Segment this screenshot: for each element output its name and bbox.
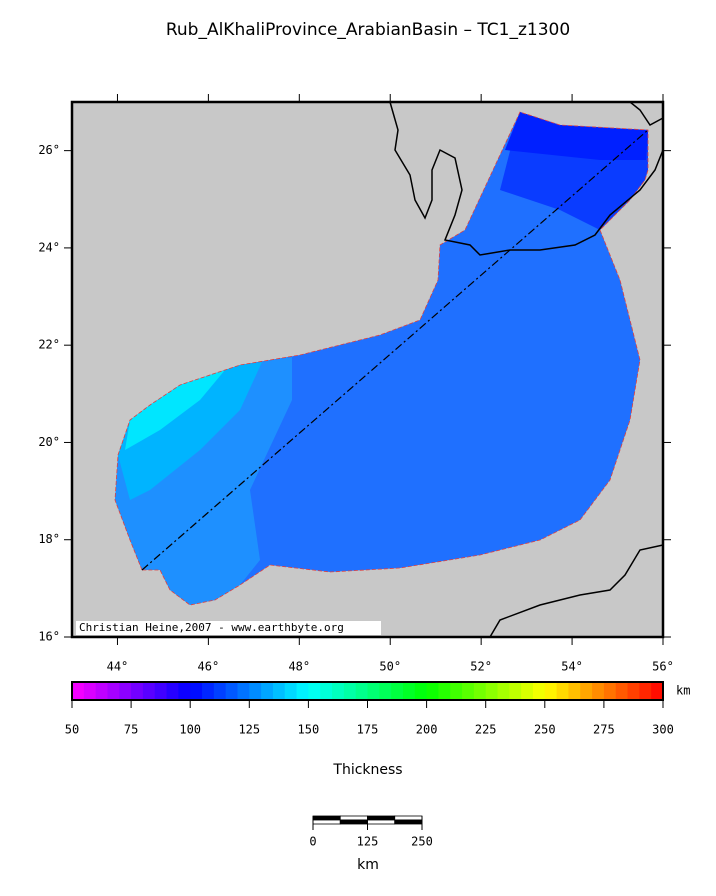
map: Christian Heine,2007 - www.earthbyte.org	[70, 100, 665, 639]
colorbar-cell	[438, 682, 451, 700]
colorbar-cell	[532, 682, 546, 700]
colorbar-cell	[225, 682, 238, 700]
scalebar-segment	[339, 815, 368, 821]
lat-tick-label: 26°	[38, 143, 60, 157]
colorbar-cell	[95, 682, 108, 700]
scalebar-tick-label: 125	[357, 835, 379, 849]
basin-thick-zone	[125, 370, 225, 450]
scalebar-segment	[394, 815, 423, 821]
colorbar-cell	[414, 682, 428, 700]
colorbar-cell	[485, 682, 499, 700]
basin-outline	[114, 111, 649, 606]
colorbar-cell	[592, 682, 605, 700]
lon-tick-label: 46°	[198, 660, 220, 674]
lon-tick-label: 44°	[107, 660, 129, 674]
coastline	[389, 101, 664, 638]
colorbar-cell	[450, 682, 463, 700]
lon-tick-label: 54°	[561, 660, 583, 674]
colorbar-cell	[627, 682, 640, 700]
colorbar-cell	[402, 682, 416, 700]
colorbar-cell	[272, 682, 286, 700]
scalebar-segment	[367, 819, 396, 825]
lat-tick-label: 24°	[38, 240, 60, 254]
colorbar-cell	[154, 682, 168, 700]
colorbar-cell	[473, 682, 487, 700]
scalebar-unit: km	[357, 857, 379, 873]
lon-tick-label: 56°	[652, 660, 674, 674]
credit-box	[76, 621, 381, 635]
colorbar-cell	[580, 682, 593, 700]
lon-tick-label: 48°	[288, 660, 310, 674]
map-frame	[70, 100, 665, 639]
colorbar-cell	[308, 682, 321, 700]
title: Rub_AlKhaliProvince_ArabianBasin – TC1_z…	[166, 20, 570, 40]
colorbar-cell	[213, 682, 227, 700]
colorbar-label: Thickness	[332, 762, 402, 778]
colorbar-tick-label: 225	[475, 723, 497, 737]
colorbar-cell	[249, 682, 262, 700]
colorbar-cell	[355, 682, 368, 700]
colorbar-tick-label: 150	[298, 723, 320, 737]
colorbar-cell	[603, 682, 617, 700]
colorbar-cell	[391, 682, 404, 700]
basin-thin-zone	[505, 112, 648, 160]
colorbar-cell	[426, 682, 439, 700]
colorbar-cell	[556, 682, 569, 700]
lat-tick-label: 16°	[38, 630, 60, 644]
colorbar-cell	[131, 682, 144, 700]
scalebar-segment	[339, 819, 368, 825]
colorbar-cell	[119, 682, 132, 700]
scalebar-tick-label: 250	[411, 835, 433, 849]
colorbar-cell	[332, 682, 345, 700]
colorbar-cell	[615, 682, 629, 700]
colorbar-cell	[367, 682, 380, 700]
colorbar-cell	[83, 682, 97, 700]
scalebar-tick-label: 0	[309, 835, 316, 849]
colorbar-cell	[544, 682, 558, 700]
colorbar-cell	[142, 682, 156, 700]
colorbar-tick-label: 300	[652, 723, 674, 737]
scalebar-segment	[394, 819, 423, 825]
colorbar-cell	[509, 682, 522, 700]
credit: Christian Heine,2007 - www.earthbyte.org	[79, 621, 344, 634]
lat-tick-label: 20°	[38, 435, 60, 449]
scalebar-segment	[367, 815, 396, 821]
colorbar-tick-label: 200	[416, 723, 438, 737]
lon-tick-label: 52°	[470, 660, 492, 674]
colorbar-cell	[320, 682, 333, 700]
colorbar-cell	[343, 682, 357, 700]
colorbar-tick-label: 50	[65, 723, 79, 737]
colorbar-cell	[462, 682, 475, 700]
colorbar-cell	[72, 682, 85, 700]
colorbar-tick-label: 75	[124, 723, 138, 737]
colorbar-cell	[521, 682, 534, 700]
colorbar-cell	[568, 682, 581, 700]
colorbar-tick-label: 100	[179, 723, 201, 737]
colorbar-cell	[379, 682, 392, 700]
scalebar-segment	[312, 819, 341, 825]
colorbar-cell	[178, 682, 191, 700]
colorbar-cell	[296, 682, 309, 700]
colorbar-cell	[202, 682, 215, 700]
colorbar-cell	[190, 682, 203, 700]
colorbar-cell	[261, 682, 274, 700]
colorbar-tick-label: 250	[534, 723, 556, 737]
colorbar-cell	[107, 682, 120, 700]
colorbar-cell	[651, 682, 664, 700]
lon-tick-label: 50°	[379, 660, 401, 674]
colorbar-cell	[639, 682, 652, 700]
colorbar-tick-label: 175	[357, 723, 379, 737]
colorbar-tick-label: 275	[593, 723, 615, 737]
colorbar-cell	[284, 682, 298, 700]
scalebar-segment	[312, 815, 341, 821]
colorbar-cell	[497, 682, 510, 700]
basin-thick-zone	[118, 362, 262, 500]
colorbar-cell	[237, 682, 250, 700]
colorbar-cell	[166, 682, 179, 700]
lat-tick-label: 22°	[38, 338, 60, 352]
colorbar-unit: km	[676, 684, 690, 698]
colorbar-tick-label: 125	[238, 723, 260, 737]
lat-tick-label: 18°	[38, 532, 60, 546]
